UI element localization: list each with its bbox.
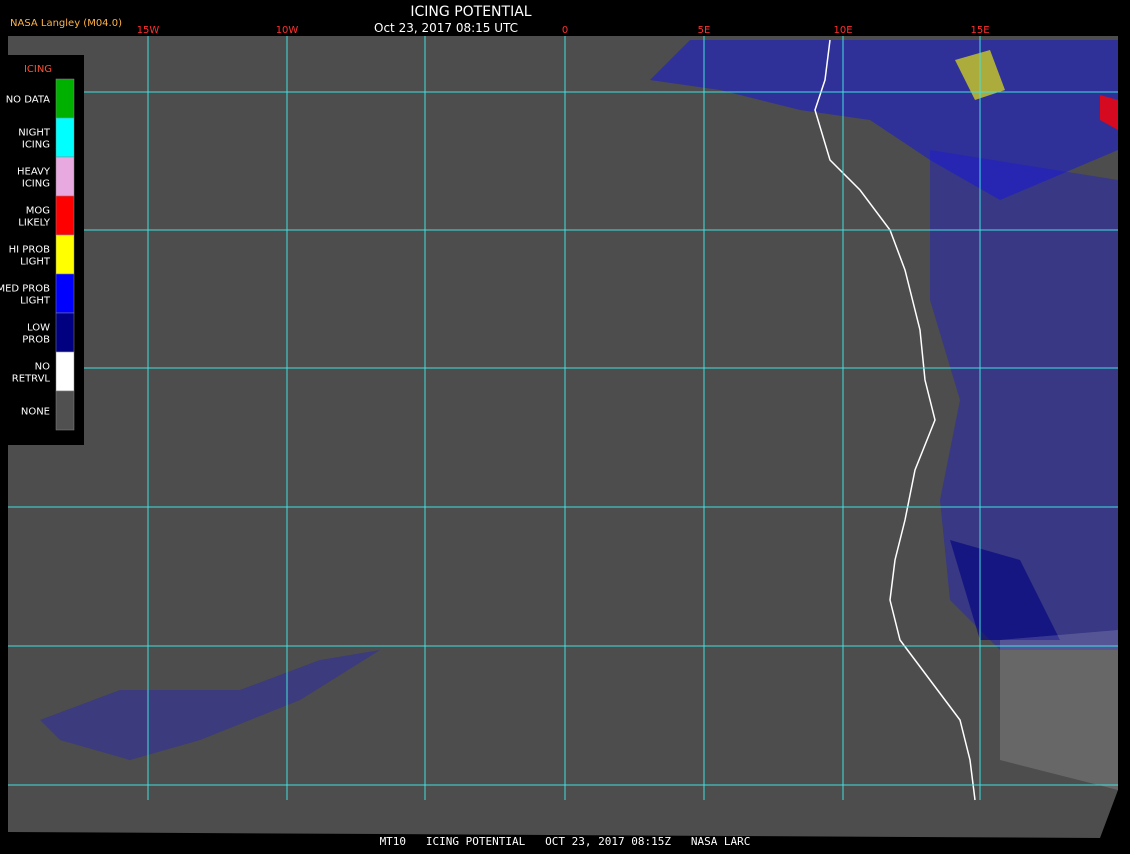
legend-swatch — [55, 78, 75, 119]
legend-label: LIGHT — [20, 296, 51, 307]
timestamp: Oct 23, 2017 08:15 UTC — [374, 21, 518, 35]
legend-label: NONE — [21, 407, 50, 418]
title: ICING POTENTIAL — [410, 4, 531, 20]
longitude-label: 10E — [833, 25, 852, 36]
legend-label: RETRVL — [12, 374, 51, 385]
longitude-label: 15E — [970, 25, 989, 36]
legend-label: LIGHT — [20, 257, 51, 268]
longitude-label: 10W — [276, 25, 299, 36]
footer: MT10 ICING POTENTIAL OCT 23, 2017 08:15Z… — [380, 835, 751, 848]
legend-label: NIGHT — [18, 128, 51, 139]
legend-label: LOW — [27, 323, 50, 334]
legend-swatch — [55, 156, 75, 197]
legend-label: ICING — [22, 179, 50, 190]
legend-swatch — [55, 351, 75, 392]
land-features — [40, 39, 1118, 801]
legend-swatch — [55, 273, 75, 314]
legend-swatch — [55, 234, 75, 275]
longitude-label: 15W — [137, 25, 160, 36]
legend-label: HI PROB — [9, 245, 50, 256]
legend-label: PROB — [22, 335, 50, 346]
legend-label: ICING — [22, 140, 50, 151]
legend-label: LIKELY — [18, 218, 51, 229]
legend-label: HEAVY — [17, 167, 51, 178]
source-label: NASA Langley (M04.0) — [10, 18, 122, 29]
legend-swatch — [55, 312, 75, 353]
legend-swatch — [55, 117, 75, 158]
legend-label: NO DATA — [6, 95, 50, 106]
legend-label: MOG — [26, 206, 50, 217]
legend-title: ICING — [24, 64, 52, 75]
map-area — [8, 36, 1118, 838]
longitude-label: 5E — [698, 25, 711, 36]
graticule — [8, 36, 1118, 800]
legend-label: MED PROB — [0, 284, 50, 295]
legend-swatch — [55, 390, 75, 431]
legend-swatch — [55, 195, 75, 236]
legend-label: NO — [35, 362, 50, 373]
longitude-label: 0 — [562, 25, 568, 36]
